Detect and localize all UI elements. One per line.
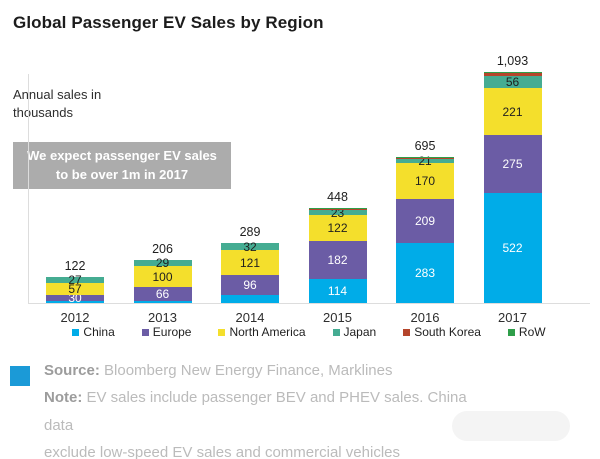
bar-total-label: 695 bbox=[414, 139, 436, 153]
note-line: Note: EV sales include passenger BEV and… bbox=[44, 384, 484, 459]
bar-segment-japan-2012 bbox=[46, 277, 104, 283]
bar-segment-north-america-2016 bbox=[396, 163, 454, 199]
source-line: Source: Bloomberg New Energy Finance, Ma… bbox=[44, 357, 484, 384]
source-label: Source: bbox=[44, 362, 100, 379]
segment-value-label: 56 bbox=[505, 75, 520, 89]
bar-segment-row-2015 bbox=[308, 208, 367, 209]
segment-value-label: 21 bbox=[418, 154, 432, 168]
segment-value-label: 100 bbox=[152, 269, 173, 284]
bar-segment-north-america-2015 bbox=[308, 215, 367, 241]
bar-segment-europe-2017 bbox=[483, 135, 542, 193]
segment-value-label: 182 bbox=[327, 253, 348, 267]
source-bullet-square bbox=[10, 366, 30, 386]
note-label: Note: bbox=[44, 389, 83, 407]
bar-segment-china-2017 bbox=[483, 193, 542, 303]
bar-segment-south-korea-2017 bbox=[483, 73, 542, 76]
bar-segment-china-2014 bbox=[221, 295, 279, 303]
segment-value-label: 122 bbox=[327, 221, 348, 235]
bar-segment-south-korea-2015 bbox=[308, 209, 367, 210]
footer-notes: Source: Bloomberg New Energy Finance, Ma… bbox=[44, 357, 484, 459]
bar-segment-europe-2015 bbox=[308, 241, 367, 279]
legend-item-south-korea: South Korea bbox=[403, 325, 481, 339]
segment-value-label: 121 bbox=[239, 255, 261, 270]
x-tick-label: 2012 bbox=[60, 310, 90, 325]
segment-value-label: 66 bbox=[155, 287, 170, 301]
legend-marker-europe bbox=[141, 328, 149, 336]
bar-total-label: 289 bbox=[239, 225, 261, 239]
legend-label-north-america: North America bbox=[229, 325, 306, 339]
segment-value-label: 275 bbox=[502, 157, 523, 171]
legend-marker-china bbox=[72, 328, 80, 336]
legend-marker-japan bbox=[332, 328, 340, 336]
forecast-callout: We expect passenger EV sales to be over … bbox=[13, 142, 231, 189]
segment-value-label: 29 bbox=[155, 256, 170, 270]
segment-value-label: 114 bbox=[327, 284, 348, 298]
bar-segment-north-america-2012 bbox=[46, 283, 104, 295]
bar-segment-north-america-2014 bbox=[221, 250, 279, 275]
legend-label-china: China bbox=[83, 325, 115, 339]
legend-item-north-america: North America bbox=[218, 325, 306, 339]
legend-label-south-korea: South Korea bbox=[414, 325, 481, 339]
bar-segment-japan-2015 bbox=[308, 210, 367, 215]
page-title: Global Passenger EV Sales by Region bbox=[13, 13, 324, 32]
bar-segment-row-2017 bbox=[483, 72, 542, 73]
bar-total-label: 206 bbox=[152, 242, 173, 256]
x-tick-label: 2016 bbox=[410, 310, 440, 325]
bar-total-label: 1,093 bbox=[496, 54, 529, 68]
bar-segment-north-america-2013 bbox=[133, 266, 192, 287]
legend-label-europe: Europe bbox=[152, 325, 192, 339]
legend-marker-row bbox=[507, 328, 515, 336]
segment-value-label: 57 bbox=[68, 282, 82, 296]
legend-item-row: RoW bbox=[507, 325, 546, 339]
segment-value-label: 522 bbox=[502, 241, 523, 255]
note-text: EV sales include passenger BEV and PHEV … bbox=[44, 389, 467, 459]
legend-item-china: China bbox=[72, 325, 115, 339]
bar-segment-europe-2013 bbox=[133, 287, 192, 301]
segment-value-label: 23 bbox=[330, 205, 345, 220]
x-tick-label: 2017 bbox=[498, 310, 527, 325]
bar-segment-europe-2014 bbox=[221, 275, 279, 295]
segment-value-label: 209 bbox=[414, 214, 436, 228]
bar-segment-china-2013 bbox=[133, 301, 192, 303]
bar-segment-china-2015 bbox=[308, 279, 367, 303]
bar-segment-china-2016 bbox=[396, 243, 454, 303]
legend-label-row: RoW bbox=[518, 325, 546, 339]
bar-segment-japan-2013 bbox=[133, 260, 192, 266]
legend: China Europe North America Japan South Korea… bbox=[28, 325, 590, 339]
segment-value-label: 283 bbox=[414, 266, 436, 280]
x-tick-label: 2013 bbox=[148, 310, 177, 325]
legend-marker-north-america bbox=[218, 328, 226, 336]
bar-total-label: 448 bbox=[327, 190, 348, 204]
x-axis-line bbox=[28, 303, 590, 304]
legend-marker-south-korea bbox=[403, 328, 411, 336]
y-axis-line bbox=[28, 74, 29, 303]
bar-total-label: 122 bbox=[64, 259, 86, 273]
segment-value-label: 32 bbox=[243, 239, 257, 254]
bar-segment-north-america-2017 bbox=[483, 88, 542, 135]
bar-segment-japan-2014 bbox=[221, 243, 279, 250]
watermark-blur bbox=[452, 411, 570, 441]
bar-segment-japan-2016 bbox=[396, 159, 454, 163]
source-text: Bloomberg New Energy Finance, Marklines bbox=[104, 362, 393, 379]
bar-segment-south-korea-2016 bbox=[396, 158, 454, 159]
segment-value-label: 170 bbox=[414, 174, 436, 188]
x-tick-label: 2015 bbox=[323, 310, 352, 325]
legend-item-japan: Japan bbox=[332, 325, 377, 339]
legend-item-europe: Europe bbox=[141, 325, 192, 339]
bar-segment-europe-2016 bbox=[396, 199, 454, 243]
segment-value-label: 96 bbox=[243, 278, 257, 292]
bar-segment-europe-2012 bbox=[46, 295, 104, 301]
bar-segment-row-2016 bbox=[396, 157, 454, 158]
bar-segment-china-2012 bbox=[46, 301, 104, 303]
segment-value-label: 27 bbox=[68, 273, 82, 287]
legend-label-japan: Japan bbox=[343, 325, 377, 339]
segment-value-label: 221 bbox=[502, 104, 523, 119]
x-tick-label: 2014 bbox=[235, 310, 265, 325]
bar-segment-japan-2017 bbox=[483, 76, 542, 88]
